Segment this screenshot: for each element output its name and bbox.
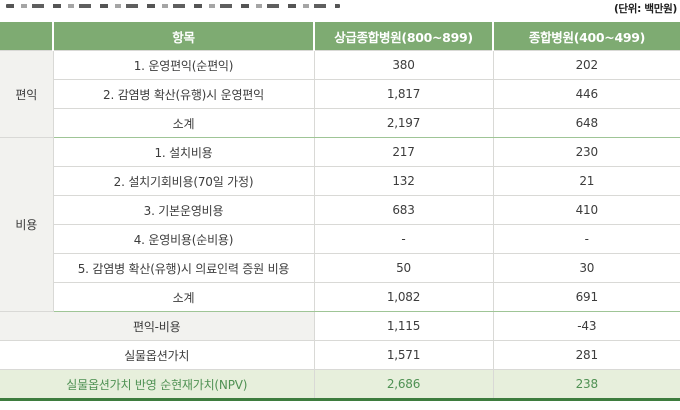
value-cell-2: 410 (492, 195, 680, 225)
summary-row-real-option-value: 실물옵션가치 1,571 281 (0, 340, 680, 370)
row-label-cell: 1. 설치비용 (52, 137, 315, 167)
value-cell-1: 2,197 (313, 108, 494, 138)
value-cell-2: 238 (492, 369, 680, 401)
row-label-cell: 2. 설치기회비용(70일 가정) (53, 166, 315, 196)
value-cell-1: - (313, 224, 494, 254)
row-label-cell: 2. 감염병 확산(유행)시 운영편익 (53, 79, 315, 109)
row-label-cell: 4. 운영비용(순비용) (53, 224, 315, 254)
column-header-item: 항목 (53, 22, 315, 51)
value-cell-1: 380 (313, 50, 494, 80)
row-label-cell: 5. 감염병 확산(유행)시 의료인력 증원 비용 (53, 253, 315, 283)
table-row: 4. 운영비용(순비용) - - (0, 224, 680, 254)
value-cell-2: 648 (492, 108, 680, 138)
value-cell-1: 683 (313, 195, 494, 225)
summary-label-cell: 실물옵션가치 (0, 340, 315, 370)
subtotal-label-cell: 소계 (53, 282, 315, 312)
cost-benefit-table: 항목 상급종합병원(800~899) 종합병원(400~499) 편익 1. 운… (0, 22, 680, 401)
value-cell-2: 281 (492, 340, 680, 370)
table-row-subtotal: 소계 1,082 691 (0, 282, 680, 312)
value-cell-2: - (492, 224, 680, 254)
value-cell-1: 1,817 (313, 79, 494, 109)
table-row-subtotal: 소계 2,197 648 (0, 108, 680, 138)
table-row: 2. 설치기회비용(70일 가정) 132 21 (0, 166, 680, 196)
group-cell-cost: 비용 (0, 137, 54, 312)
summary-row-benefit-minus-cost: 편익-비용 1,115 -43 (0, 311, 680, 341)
table-header-row: 항목 상급종합병원(800~899) 종합병원(400~499) (0, 22, 680, 51)
value-cell-1: 1,571 (313, 340, 494, 370)
table-row: 비용 1. 설치비용 217 230 (0, 137, 680, 312)
value-cell-2: 230 (492, 137, 680, 167)
subtotal-label-cell: 소계 (53, 108, 315, 138)
summary-row-npv: 실물옵션가치 반영 순현재가치(NPV) 2,686 238 (0, 369, 680, 401)
row-label-cell: 1. 운영편익(순편익) (52, 50, 315, 80)
value-cell-2: 202 (492, 50, 680, 80)
group-header-cell (0, 22, 54, 51)
group-cell-benefit: 편익 (0, 50, 54, 138)
clipped-title (6, 4, 340, 8)
value-cell-2: 691 (492, 282, 680, 312)
column-header-hospital-2: 종합병원(400~499) (493, 22, 680, 51)
value-cell-2: 21 (492, 166, 680, 196)
value-cell-1: 217 (313, 137, 494, 167)
column-header-hospital-1: 상급종합병원(800~899) (314, 22, 494, 51)
table-row: 3. 기본운영비용 683 410 (0, 195, 680, 225)
value-cell-1: 2,686 (313, 369, 494, 401)
table-row: 2. 감염병 확산(유행)시 운영편익 1,817 446 (0, 79, 680, 109)
unit-label: (단위: 백만원) (613, 3, 677, 15)
value-cell-1: 50 (313, 253, 494, 283)
value-cell-1: 132 (313, 166, 494, 196)
value-cell-2: 30 (492, 253, 680, 283)
table-row: 편익 1. 운영편익(순편익) 380 202 (0, 50, 680, 138)
summary-label-cell: 편익-비용 (0, 311, 315, 341)
value-cell-1: 1,082 (313, 282, 494, 312)
value-cell-1: 1,115 (313, 311, 494, 341)
row-label-cell: 3. 기본운영비용 (53, 195, 315, 225)
value-cell-2: 446 (492, 79, 680, 109)
value-cell-2: -43 (492, 311, 680, 341)
summary-label-cell: 실물옵션가치 반영 순현재가치(NPV) (0, 369, 315, 401)
table-row: 5. 감염병 확산(유행)시 의료인력 증원 비용 50 30 (0, 253, 680, 283)
